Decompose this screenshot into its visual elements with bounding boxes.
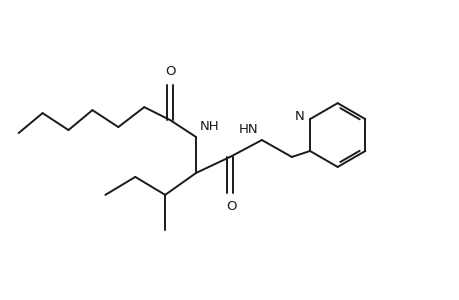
Text: NH: NH <box>199 120 219 133</box>
Text: HN: HN <box>238 123 257 136</box>
Text: O: O <box>226 200 237 213</box>
Text: N: N <box>294 110 303 123</box>
Text: O: O <box>165 65 175 78</box>
